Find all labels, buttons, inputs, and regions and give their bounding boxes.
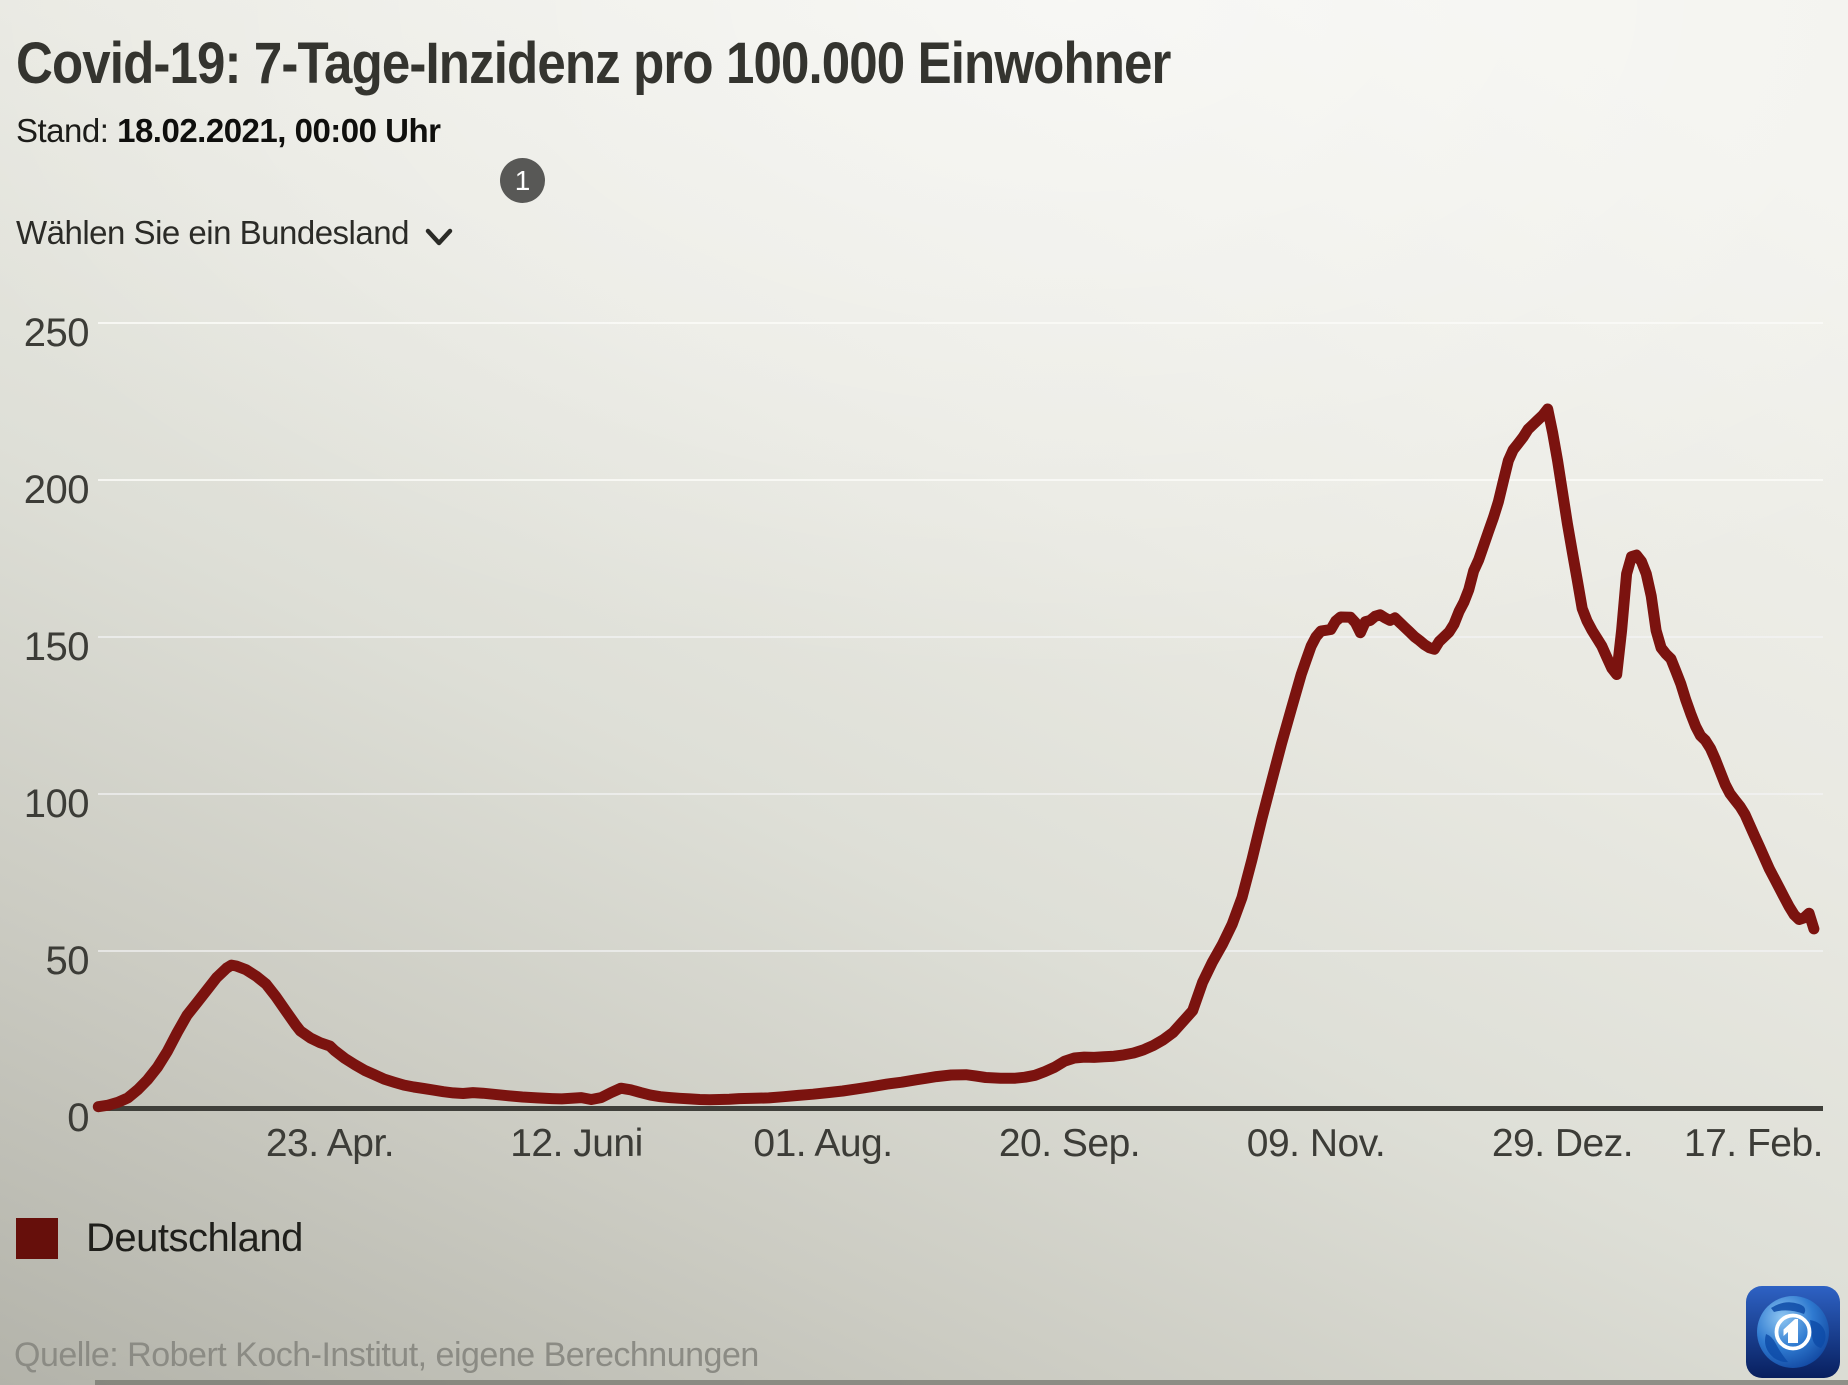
y-gridline-200: [98, 478, 1823, 481]
y-tick-label-200: 200: [23, 467, 90, 512]
y-gridline-250: [98, 321, 1823, 324]
stand-label: Stand:: [16, 112, 109, 149]
bundesland-dropdown[interactable]: Wählen Sie ein Bundesland: [16, 214, 453, 252]
dropdown-label: Wählen Sie ein Bundesland: [16, 214, 409, 251]
legend: Deutschland: [16, 1216, 303, 1261]
status-date: Stand: 18.02.2021, 00:00 Uhr: [16, 112, 441, 150]
x-tick-label-23-Apr-: 23. Apr.: [265, 1122, 395, 1165]
x-tick-label-01-Aug-: 01. Aug.: [753, 1122, 893, 1165]
bottom-strip: [95, 1380, 1848, 1385]
x-axis-line: [98, 1106, 1823, 1111]
ard-logo: [1746, 1286, 1840, 1378]
y-tick-label-100: 100: [23, 781, 90, 826]
y-gridline-50: [98, 949, 1823, 952]
y-gridline-150: [98, 635, 1823, 638]
legend-label: Deutschland: [86, 1216, 303, 1260]
legend-swatch: [16, 1218, 58, 1259]
x-tick-label-20-Sep-: 20. Sep.: [998, 1122, 1141, 1165]
y-tick-label-150: 150: [23, 624, 90, 669]
x-tick-label-12-Juni: 12. Juni: [510, 1122, 643, 1165]
x-tick-label-17-Feb-: 17. Feb.: [1683, 1122, 1824, 1165]
y-gridline-100: [98, 792, 1823, 795]
x-tick-label-09-Nov-: 09. Nov.: [1246, 1122, 1386, 1165]
x-tick-label-29-Dez-: 29. Dez.: [1491, 1122, 1634, 1165]
selection-count-badge[interactable]: 1: [500, 158, 545, 203]
stand-value: 18.02.2021, 00:00 Uhr: [117, 112, 441, 149]
y-tick-label-50: 50: [45, 938, 90, 983]
source-credit: Quelle: Robert Koch-Institut, eigene Ber…: [14, 1336, 759, 1374]
y-tick-label-250: 250: [23, 310, 90, 355]
chevron-down-icon: [425, 228, 453, 245]
page-title: Covid-19: 7-Tage-Inzidenz pro 100.000 Ei…: [16, 31, 1171, 96]
y-tick-label-0: 0: [67, 1096, 89, 1140]
deutschland-series-line: [92, 403, 1820, 1113]
